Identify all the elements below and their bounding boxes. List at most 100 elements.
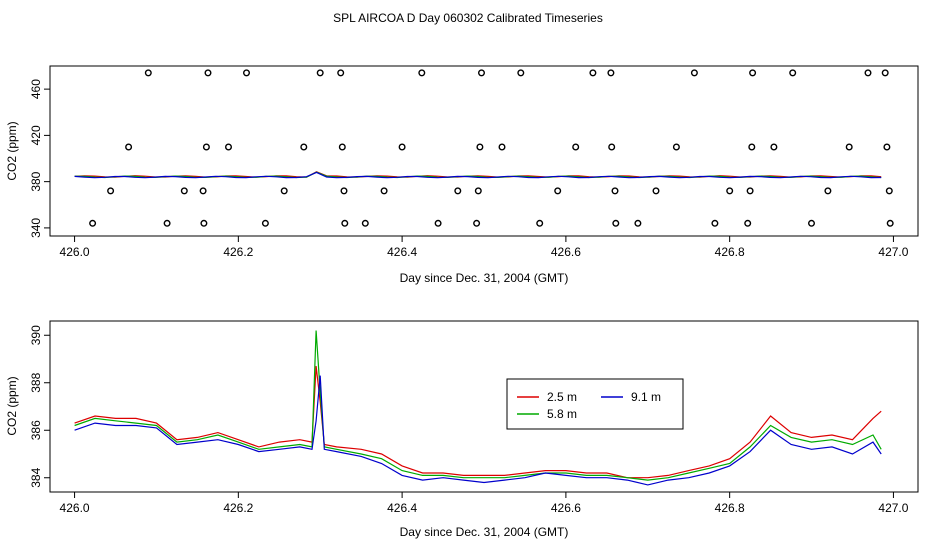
data-marker (824, 187, 832, 195)
data-marker (711, 219, 719, 227)
x-tick-label: 426.2 (223, 245, 253, 259)
data-marker (749, 69, 757, 77)
series-line-9-1-m (74, 375, 882, 486)
data-marker (361, 219, 369, 227)
data-marker (341, 219, 349, 227)
data-marker (536, 219, 544, 227)
data-marker (611, 187, 619, 195)
x-tick-label: 426.4 (387, 245, 417, 259)
bottom-chart-panel: 426.0 426.2 426.4 426.6 426.8 427.0 384 386 388 3… (5, 320, 919, 539)
data-marker (864, 69, 872, 77)
x-tick-label: 427.0 (878, 501, 908, 515)
data-marker (89, 219, 97, 227)
data-marker (163, 219, 171, 227)
x-tick-label: 426.8 (715, 245, 745, 259)
bottom-x-axis-label: Day since Dec. 31, 2004 (GMT) (400, 525, 569, 539)
data-marker (199, 187, 207, 195)
data-marker (770, 143, 778, 151)
top-chart-panel: 426.0 426.2 426.4 426.6 426.8 427.0 340 380 420 4… (5, 65, 919, 285)
y-tick-label: 390 (29, 325, 43, 345)
y-tick-label: 380 (29, 171, 43, 191)
data-marker (125, 143, 133, 151)
data-marker (634, 219, 642, 227)
bottom-plot-marks (74, 330, 882, 486)
y-tick-label: 420 (29, 125, 43, 145)
data-marker (261, 219, 269, 227)
x-tick-label: 426.2 (223, 501, 253, 515)
data-marker (672, 143, 680, 151)
data-marker (652, 187, 660, 195)
data-marker (280, 187, 288, 195)
series-line-2-5-m (74, 366, 882, 479)
data-marker (690, 69, 698, 77)
data-marker (300, 143, 308, 151)
data-marker (789, 69, 797, 77)
data-marker (454, 187, 462, 195)
top-y-axis-label: CO2 (ppm) (5, 121, 19, 180)
y-tick-label: 460 (29, 79, 43, 99)
data-marker (204, 69, 212, 77)
data-marker (572, 143, 580, 151)
data-marker (338, 143, 346, 151)
legend-box (506, 378, 684, 430)
data-marker (886, 219, 894, 227)
top-plot-frame (49, 65, 919, 237)
data-marker (589, 69, 597, 77)
data-marker (380, 187, 388, 195)
data-marker (180, 187, 188, 195)
x-tick-label: 427.0 (878, 245, 908, 259)
series-line-5-8-m (74, 330, 882, 481)
data-marker (517, 69, 525, 77)
data-marker (224, 143, 232, 151)
bottom-axes: 426.0 426.2 426.4 426.6 426.8 427.0 384 386 388 3… (29, 325, 909, 515)
bottom-y-axis-label: CO2 (ppm) (5, 376, 19, 435)
data-marker (746, 187, 754, 195)
data-marker (881, 69, 889, 77)
data-marker (607, 69, 615, 77)
data-marker (885, 187, 893, 195)
data-marker (200, 219, 208, 227)
data-marker (744, 219, 752, 227)
data-marker (474, 187, 482, 195)
x-tick-label: 426.6 (551, 501, 581, 515)
data-marker (337, 69, 345, 77)
data-marker (845, 143, 853, 151)
data-marker (242, 69, 250, 77)
top-axes: 426.0 426.2 426.4 426.6 426.8 427.0 340 380 420 4… (29, 79, 909, 259)
data-marker (478, 69, 486, 77)
top-series-line-2 (74, 171, 882, 179)
x-tick-label: 426.8 (715, 501, 745, 515)
data-marker (202, 143, 210, 151)
x-tick-label: 426.4 (387, 501, 417, 515)
data-marker (748, 143, 756, 151)
legend-label: 2.5 m (547, 390, 577, 404)
y-tick-label: 384 (29, 467, 43, 487)
legend-label: 5.8 m (547, 407, 577, 421)
data-marker (554, 187, 562, 195)
top-x-axis-label: Day since Dec. 31, 2004 (GMT) (400, 271, 569, 285)
legend: 2.5 m 5.8 m 9.1 m (506, 378, 684, 430)
bottom-plot-frame (49, 320, 919, 493)
y-tick-label: 386 (29, 420, 43, 440)
data-marker (608, 143, 616, 151)
data-marker (316, 69, 324, 77)
x-tick-label: 426.6 (551, 245, 581, 259)
data-marker (418, 69, 426, 77)
x-tick-label: 426.0 (60, 245, 90, 259)
data-marker (498, 143, 506, 151)
data-marker (883, 143, 891, 151)
data-marker (726, 187, 734, 195)
data-marker (340, 187, 348, 195)
data-marker (107, 187, 115, 195)
data-marker (434, 219, 442, 227)
legend-label: 9.1 m (631, 390, 661, 404)
y-tick-label: 340 (29, 218, 43, 238)
y-tick-label: 388 (29, 372, 43, 392)
data-marker (473, 219, 481, 227)
data-marker (476, 143, 484, 151)
top-plot-marks (74, 69, 894, 227)
data-marker (808, 219, 816, 227)
data-marker (398, 143, 406, 151)
data-marker (144, 69, 152, 77)
